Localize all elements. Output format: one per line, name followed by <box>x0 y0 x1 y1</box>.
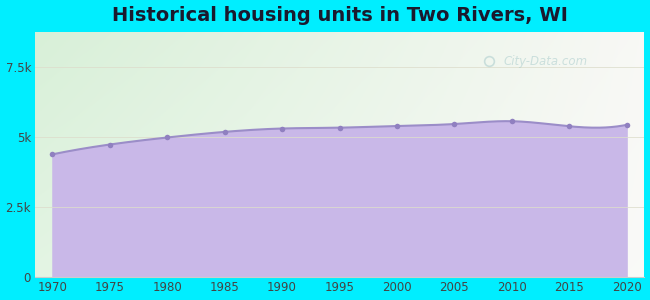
Title: Historical housing units in Two Rivers, WI: Historical housing units in Two Rivers, … <box>112 6 567 25</box>
Text: City-Data.com: City-Data.com <box>504 55 588 68</box>
